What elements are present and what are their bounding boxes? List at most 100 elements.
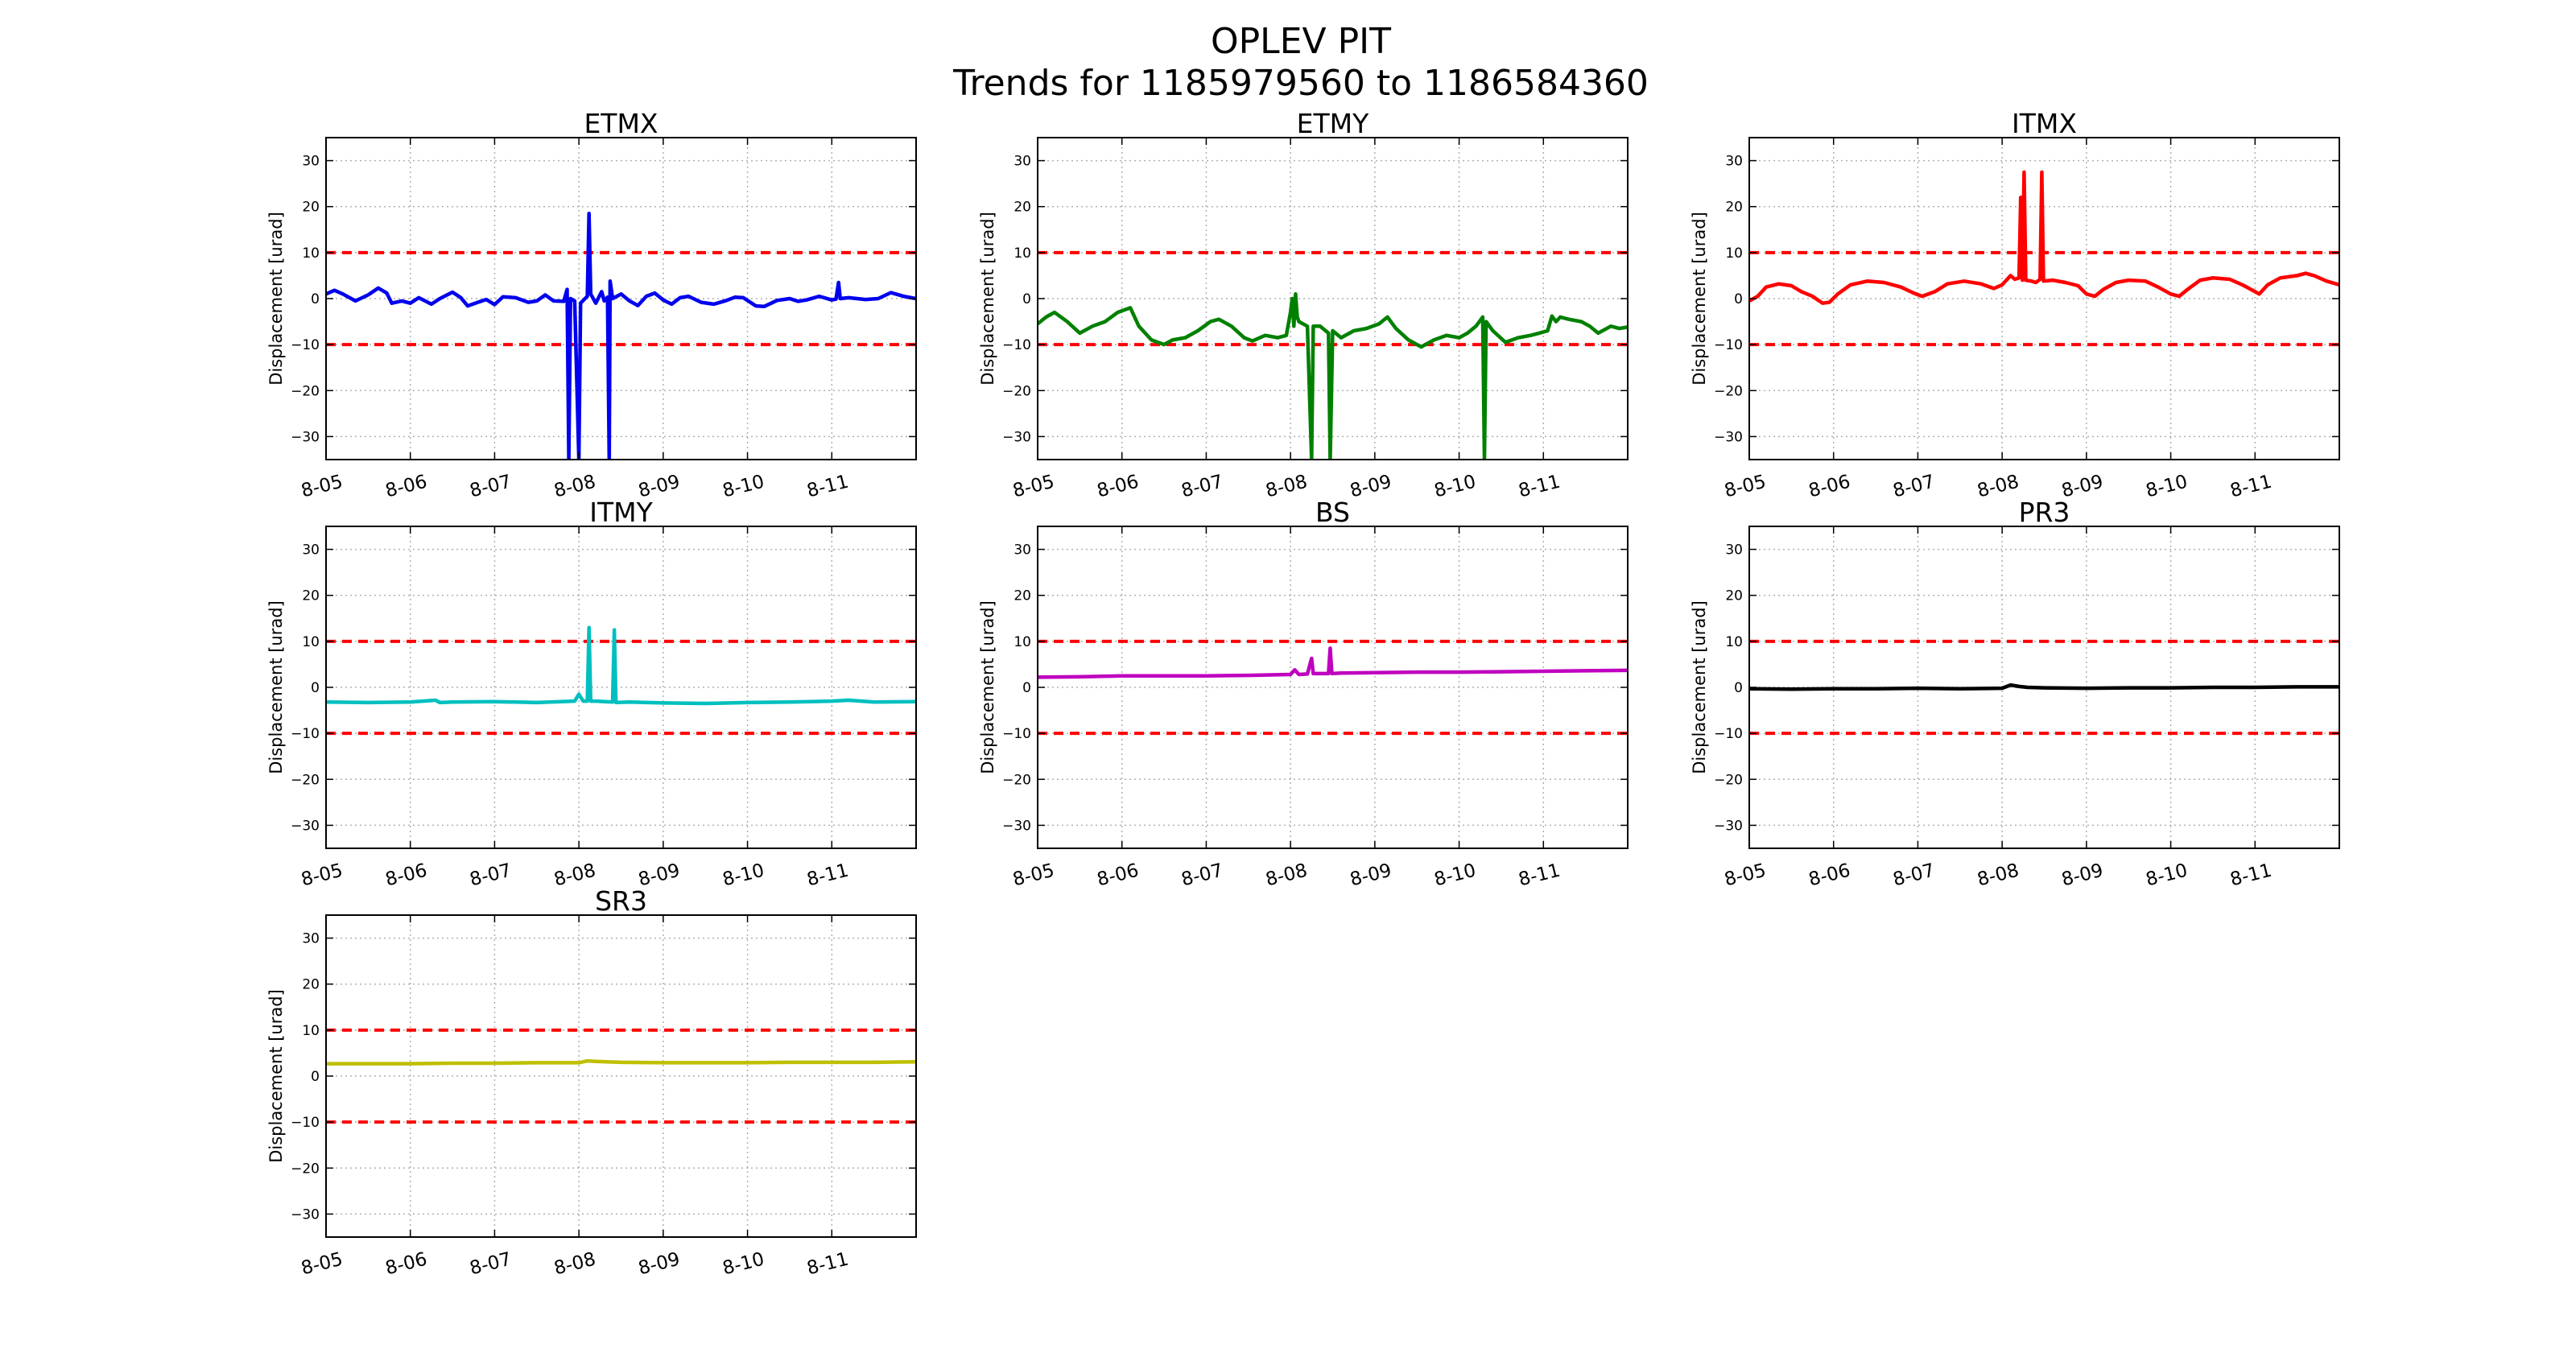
series-line-itmx bbox=[1749, 170, 2339, 305]
y-tick-label: 30 bbox=[1725, 542, 1743, 559]
y-tick-label: −20 bbox=[291, 383, 320, 399]
x-tick-label: 8-11 bbox=[2228, 860, 2274, 891]
subplot-bs: −30 −20 −10 0 10 20 30 8-05 8-06 8-07 8-08 8-09 8-10… bbox=[978, 497, 1629, 891]
y-tick-label: −30 bbox=[1002, 429, 1031, 445]
y-tick-label: −30 bbox=[291, 429, 320, 445]
y-tick-label: 20 bbox=[302, 200, 320, 216]
y-tick-label: 0 bbox=[1022, 680, 1031, 696]
x-tick-label: 8-10 bbox=[2144, 472, 2190, 502]
x-tick-label: 8-10 bbox=[1432, 860, 1478, 891]
x-tick-label: 8-05 bbox=[299, 1249, 345, 1280]
subplot-title: ITMY bbox=[589, 497, 653, 528]
y-axis-label: Displacement [urad] bbox=[1690, 600, 1709, 774]
x-tick-label: 8-07 bbox=[1891, 472, 1937, 502]
subplot-title: PR3 bbox=[2019, 497, 2070, 528]
subplot-title: ETMX bbox=[584, 108, 658, 139]
y-tick-label: 0 bbox=[1734, 291, 1743, 307]
y-tick-label: 30 bbox=[302, 154, 320, 170]
y-tick-label: −30 bbox=[1002, 818, 1031, 834]
y-tick-label: 30 bbox=[1013, 542, 1031, 559]
y-axis-label: Displacement [urad] bbox=[978, 600, 997, 774]
x-tick-label: 8-09 bbox=[2059, 860, 2105, 891]
x-tick-label: 8-08 bbox=[1264, 860, 1310, 891]
x-tick-label: 8-09 bbox=[1348, 860, 1393, 891]
subplot-sr3: −30 −20 −10 0 10 20 30 8-05 8-06 8-07 8-08 8-09 8-10… bbox=[266, 885, 917, 1280]
y-tick-label: −20 bbox=[291, 772, 320, 788]
subplot-title: SR3 bbox=[595, 885, 647, 917]
y-tick-label: 30 bbox=[302, 931, 320, 947]
series-line-itmy bbox=[326, 625, 916, 706]
x-tick-label: 8-06 bbox=[383, 1249, 429, 1280]
x-tick-label: 8-10 bbox=[720, 1249, 766, 1280]
x-tick-label: 8-08 bbox=[552, 860, 598, 891]
x-tick-label: 8-11 bbox=[2228, 472, 2274, 502]
y-tick-label: 0 bbox=[311, 680, 320, 696]
subplot-title: ITMX bbox=[2012, 108, 2077, 139]
x-tick-label: 8-08 bbox=[1975, 860, 2021, 891]
x-tick-label: 8-07 bbox=[1179, 472, 1225, 502]
y-tick-label: 10 bbox=[1725, 245, 1743, 262]
y-tick-label: −20 bbox=[1002, 772, 1031, 788]
x-tick-label: 8-07 bbox=[468, 860, 514, 891]
x-tick-label: 8-05 bbox=[1011, 472, 1057, 502]
x-tick-label: 8-06 bbox=[1095, 860, 1141, 891]
y-axis-label: Displacement [urad] bbox=[266, 989, 286, 1163]
x-tick-label: 8-06 bbox=[1806, 472, 1852, 502]
x-tick-label: 8-09 bbox=[636, 1249, 682, 1280]
x-tick-label: 8-05 bbox=[299, 472, 345, 502]
y-tick-label: 0 bbox=[1734, 680, 1743, 696]
y-tick-label: 20 bbox=[302, 588, 320, 604]
x-tick-label: 8-10 bbox=[720, 472, 766, 502]
x-tick-label: 8-05 bbox=[299, 860, 345, 891]
x-tick-label: 8-05 bbox=[1723, 472, 1769, 502]
x-tick-label: 8-07 bbox=[1891, 860, 1937, 891]
x-tick-label: 8-07 bbox=[468, 1249, 514, 1280]
y-tick-label: 30 bbox=[1725, 154, 1743, 170]
y-tick-label: −20 bbox=[1002, 383, 1031, 399]
subplot-etmy: −30 −20 −10 0 10 20 30 8-05 8-06 8-07 8-08 8-09 8-10… bbox=[978, 108, 1629, 502]
y-tick-label: 10 bbox=[1013, 245, 1031, 262]
y-tick-label: −10 bbox=[1714, 337, 1743, 353]
y-axis-label: Displacement [urad] bbox=[266, 212, 286, 386]
y-tick-label: 0 bbox=[311, 1069, 320, 1085]
x-tick-label: 8-05 bbox=[1011, 860, 1057, 891]
figure-subtitle: Trends for 1185979560 to 1186584360 bbox=[952, 63, 1649, 104]
y-tick-label: 20 bbox=[1725, 588, 1743, 604]
y-tick-label: −10 bbox=[1714, 726, 1743, 742]
x-tick-label: 8-07 bbox=[1179, 860, 1225, 891]
y-tick-label: 30 bbox=[302, 542, 320, 559]
subplot-title: ETMY bbox=[1297, 108, 1369, 139]
x-tick-label: 8-10 bbox=[720, 860, 766, 891]
x-tick-label: 8-06 bbox=[1806, 860, 1852, 891]
y-tick-label: −30 bbox=[291, 1206, 320, 1223]
y-tick-label: −10 bbox=[291, 1115, 320, 1131]
x-tick-label: 8-10 bbox=[2144, 860, 2190, 891]
series-line-etmx bbox=[326, 212, 916, 460]
y-tick-label: −30 bbox=[291, 818, 320, 834]
x-tick-label: 8-08 bbox=[1975, 472, 2021, 502]
y-tick-label: −10 bbox=[291, 726, 320, 742]
x-tick-label: 8-06 bbox=[383, 860, 429, 891]
x-tick-label: 8-11 bbox=[1517, 472, 1563, 502]
y-tick-label: 10 bbox=[302, 1023, 320, 1039]
y-tick-label: −30 bbox=[1714, 818, 1743, 834]
y-axis-label: Displacement [urad] bbox=[1690, 212, 1709, 386]
y-tick-label: −10 bbox=[1002, 726, 1031, 742]
y-tick-label: 0 bbox=[1022, 291, 1031, 307]
y-axis-label: Displacement [urad] bbox=[978, 212, 997, 386]
y-tick-label: −20 bbox=[291, 1161, 320, 1177]
y-tick-label: −10 bbox=[1002, 337, 1031, 353]
x-tick-label: 8-06 bbox=[383, 472, 429, 502]
series-line-etmy bbox=[1038, 292, 1628, 460]
x-tick-label: 8-08 bbox=[1264, 472, 1310, 502]
subplots: −30 −20 −10 0 10 20 30 8-05 8-06 8-07 8-08 8-09 8-10… bbox=[266, 108, 2340, 1280]
y-tick-label: 10 bbox=[1013, 634, 1031, 650]
x-tick-label: 8-05 bbox=[1723, 860, 1769, 891]
y-tick-label: 20 bbox=[1013, 200, 1031, 216]
y-tick-label: 20 bbox=[1013, 588, 1031, 604]
y-tick-label: 20 bbox=[302, 977, 320, 993]
